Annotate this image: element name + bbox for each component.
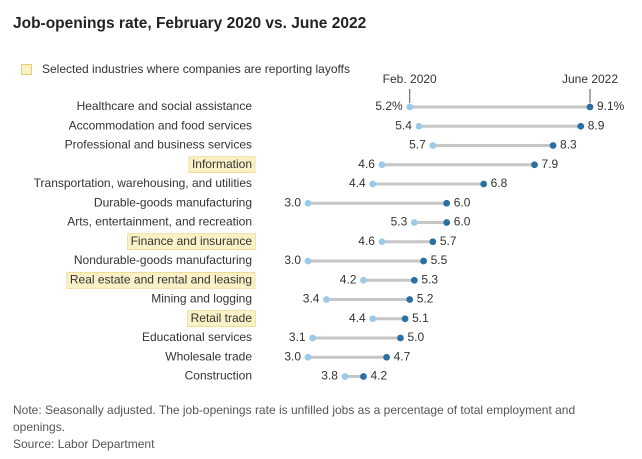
june-2022-dot xyxy=(397,334,404,342)
june-2022-dot xyxy=(549,142,557,149)
feb-2020-dot xyxy=(304,257,312,265)
feb-2020-dot xyxy=(406,103,414,111)
series-label-june-2022: June 2022 xyxy=(562,72,618,86)
category-label: Accommodation and food services xyxy=(69,118,252,132)
june-2022-value-label: 5.1 xyxy=(412,311,429,325)
category-label: Arts, entertainment, and recreation xyxy=(67,215,252,229)
feb-2020-value-label: 4.4 xyxy=(349,311,366,325)
feb-2020-dot xyxy=(360,276,367,284)
category-label: Retail trade xyxy=(191,311,253,325)
category-label: Information xyxy=(192,157,252,171)
june-2022-dot xyxy=(577,122,585,130)
series-label-feb-2020: Feb. 2020 xyxy=(383,72,437,86)
feb-2020-value-label: 4.6 xyxy=(358,157,375,171)
category-label: Healthcare and social assistance xyxy=(77,99,253,113)
feb-2020-dot xyxy=(341,373,349,380)
feb-2020-dot xyxy=(369,315,377,323)
feb-2020-value-label: 3.0 xyxy=(284,195,301,209)
june-2022-value-label: 6.0 xyxy=(454,195,471,209)
june-2022-dot xyxy=(480,180,488,188)
legend: Selected industries where companies are … xyxy=(21,61,350,77)
june-2022-dot xyxy=(531,161,538,169)
june-2022-value-label: 6.8 xyxy=(491,176,508,190)
legend-label: Selected industries where companies are … xyxy=(42,62,350,76)
june-2022-value-label: 7.9 xyxy=(542,157,559,171)
june-2022-value-label: 5.2 xyxy=(417,292,434,306)
june-2022-value-label: 9.1% xyxy=(597,99,625,113)
june-2022-value-label: 4.2 xyxy=(370,369,387,383)
feb-2020-dot xyxy=(369,180,377,188)
feb-2020-value-label: 5.3 xyxy=(391,215,408,229)
feb-2020-dot xyxy=(309,334,317,342)
june-2022-value-label: 8.9 xyxy=(588,118,605,132)
feb-2020-dot xyxy=(323,296,330,303)
category-label: Durable-goods manufacturing xyxy=(94,195,252,209)
category-label: Real estate and rental and leasing xyxy=(70,272,252,286)
feb-2020-dot xyxy=(410,219,418,226)
june-2022-dot xyxy=(420,257,427,265)
category-label: Wholesale trade xyxy=(165,349,252,363)
category-highlight xyxy=(188,156,256,174)
chart-title: Job-openings rate, February 2020 vs. Jun… xyxy=(13,15,367,32)
feb-2020-dot xyxy=(378,161,386,169)
feb-2020-dot xyxy=(429,142,437,149)
feb-2020-dot xyxy=(415,122,423,130)
source-note: Source: Labor Department xyxy=(13,437,155,451)
feb-2020-value-label: 5.2% xyxy=(375,99,403,113)
category-label: Nondurable-goods manufacturing xyxy=(74,253,252,267)
june-2022-value-label: 5.5 xyxy=(431,253,448,267)
june-2022-dot xyxy=(401,315,409,323)
feb-2020-value-label: 5.4 xyxy=(395,118,412,132)
category-label: Educational services xyxy=(142,330,252,344)
june-2022-dot xyxy=(443,219,451,226)
june-2022-dot xyxy=(410,276,418,284)
category-label: Mining and logging xyxy=(151,292,252,306)
feb-2020-value-label: 5.7 xyxy=(409,138,426,152)
footnote-line-2: openings. xyxy=(13,420,66,434)
june-2022-value-label: 8.3 xyxy=(560,138,577,152)
june-2022-value-label: 4.7 xyxy=(394,349,411,363)
june-2022-dot xyxy=(383,353,390,361)
category-highlight xyxy=(66,271,256,289)
feb-2020-value-label: 3.0 xyxy=(284,253,301,267)
june-2022-value-label: 5.3 xyxy=(421,272,438,286)
feb-2020-value-label: 3.1 xyxy=(289,330,306,344)
feb-2020-value-label: 4.6 xyxy=(358,234,375,248)
category-label: Professional and business services xyxy=(65,138,252,152)
feb-2020-value-label: 3.8 xyxy=(321,369,338,383)
june-2022-value-label: 5.7 xyxy=(440,234,457,248)
feb-2020-value-label: 4.4 xyxy=(349,176,366,190)
june-2022-dot xyxy=(406,296,414,303)
feb-2020-dot xyxy=(304,199,312,207)
feb-2020-value-label: 4.2 xyxy=(340,272,357,286)
feb-2020-dot xyxy=(304,353,312,361)
june-2022-dot xyxy=(429,238,437,246)
feb-2020-value-label: 3.0 xyxy=(284,349,301,363)
june-2022-value-label: 6.0 xyxy=(454,215,471,229)
legend-swatch xyxy=(21,63,32,75)
june-2022-dot xyxy=(360,373,367,380)
june-2022-value-label: 5.0 xyxy=(407,330,424,344)
footnote-line-1: Note: Seasonally adjusted. The job-openi… xyxy=(13,403,576,417)
category-highlight xyxy=(187,310,256,328)
category-label: Finance and insurance xyxy=(131,234,253,248)
feb-2020-value-label: 3.4 xyxy=(303,292,320,306)
june-2022-dot xyxy=(443,199,451,207)
category-label: Transportation, warehousing, and utiliti… xyxy=(34,176,252,190)
category-highlight xyxy=(127,233,256,251)
category-label: Construction xyxy=(185,369,252,383)
feb-2020-dot xyxy=(378,238,386,246)
june-2022-dot xyxy=(586,103,594,111)
